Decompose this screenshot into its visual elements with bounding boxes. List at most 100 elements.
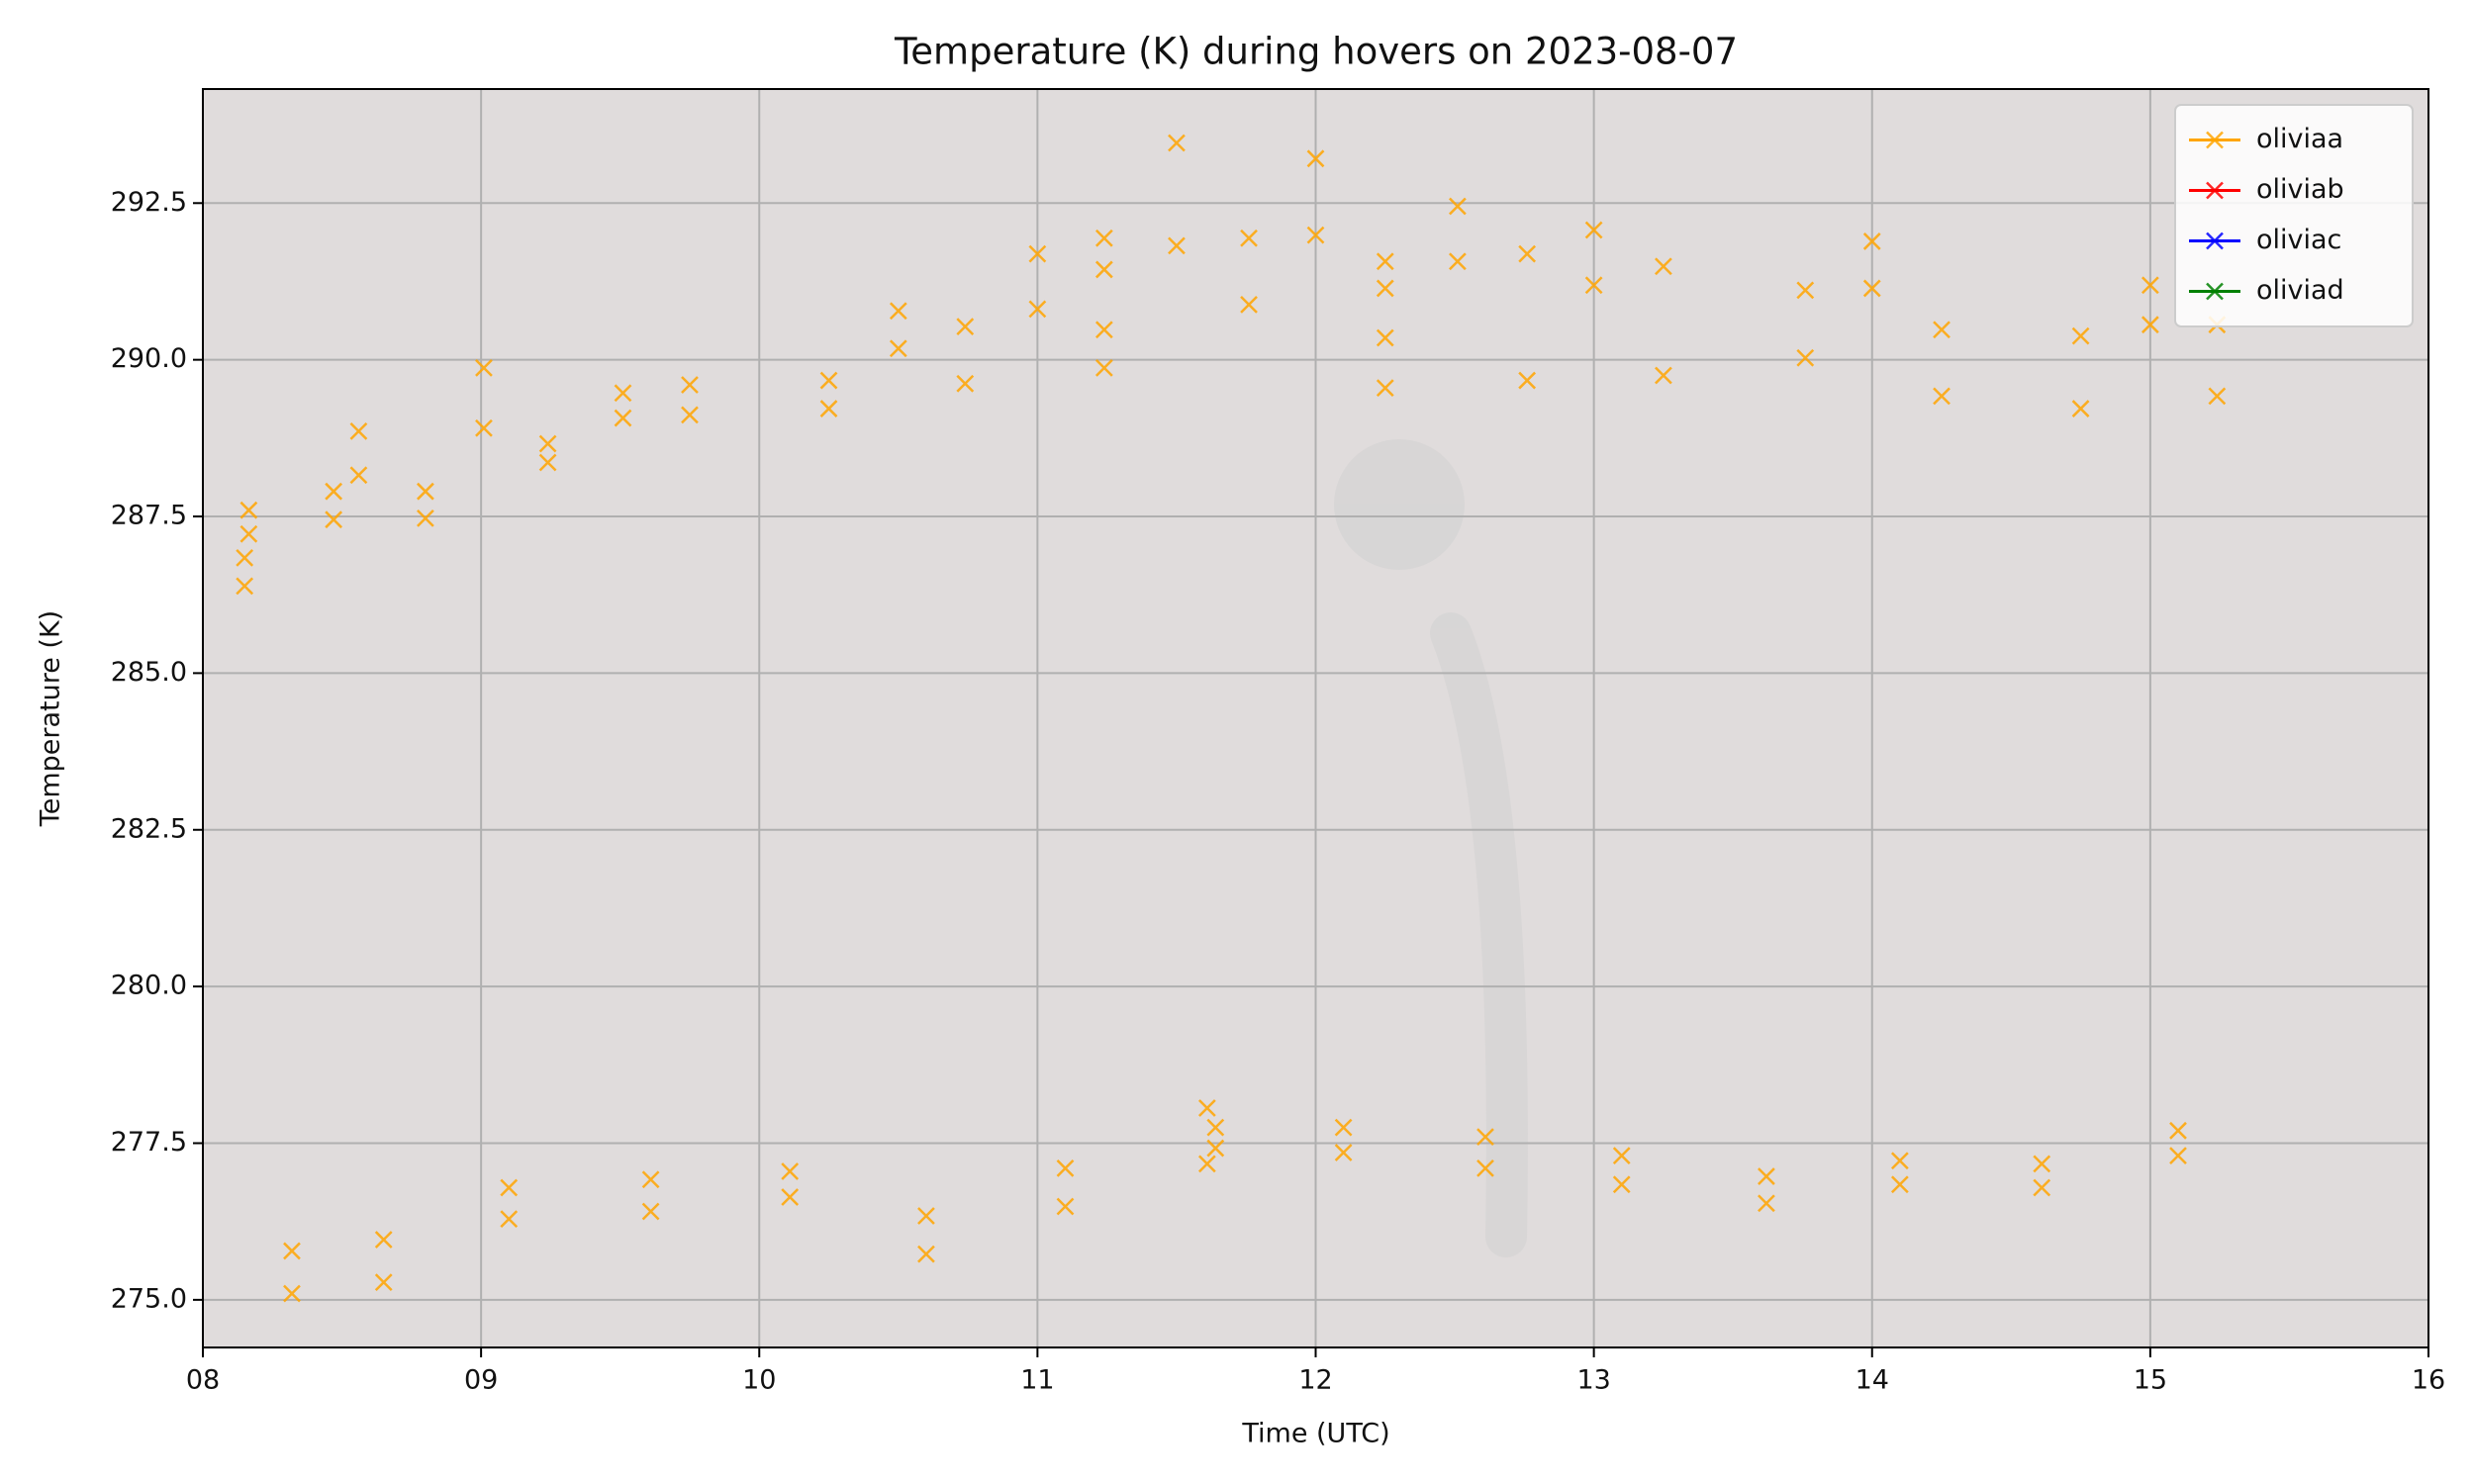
marker	[1796, 348, 1815, 367]
marker	[889, 302, 907, 321]
marker	[417, 510, 434, 527]
marker	[1056, 1159, 1075, 1177]
marker	[239, 501, 258, 519]
y-tick-label: 280.0	[111, 971, 187, 1001]
y-axis-label: Temperature (K)	[36, 610, 66, 827]
marker	[239, 524, 258, 543]
marker	[1334, 1118, 1353, 1137]
marker	[1376, 279, 1394, 298]
chart-title: Temperature (K) during hovers on 2023-08…	[894, 31, 1738, 73]
marker	[1612, 1147, 1631, 1165]
marker	[2071, 326, 2090, 345]
marker	[2208, 387, 2227, 406]
legend-label: oliviad	[2256, 275, 2344, 306]
marker	[1890, 1175, 1909, 1194]
marker	[1584, 276, 1603, 295]
marker	[2071, 400, 2090, 417]
marker	[1094, 229, 1113, 247]
marker	[2141, 316, 2159, 334]
marker	[681, 376, 699, 394]
marker	[1584, 221, 1603, 239]
marker	[781, 1188, 800, 1206]
marker	[1448, 197, 1467, 216]
marker	[1862, 232, 1881, 250]
marker	[374, 1273, 393, 1292]
marker	[283, 1242, 301, 1260]
y-tick-label: 285.0	[111, 657, 187, 688]
marker	[1518, 244, 1537, 263]
watermark-stroke	[1430, 612, 1528, 1257]
marker	[1655, 366, 1672, 385]
x-tick-label: 09	[464, 1365, 498, 1396]
marker	[475, 359, 493, 377]
marker	[1028, 300, 1047, 319]
y-tick-label: 275.0	[111, 1283, 187, 1314]
x-tick-label: 14	[1856, 1365, 1889, 1396]
marker	[374, 1231, 393, 1249]
marker	[1028, 244, 1047, 263]
legend-marker	[2206, 282, 2224, 301]
marker	[819, 371, 838, 390]
marker	[1758, 1167, 1775, 1185]
marker	[2141, 276, 2159, 295]
legend-label: oliviaa	[2256, 124, 2343, 154]
x-tick-label: 10	[742, 1365, 776, 1396]
marker	[614, 409, 632, 427]
marker	[2169, 1121, 2187, 1140]
y-tick-label: 290.0	[111, 343, 187, 374]
marker	[2033, 1178, 2051, 1197]
marker	[1206, 1139, 1225, 1158]
marker	[1933, 387, 1951, 406]
marker	[236, 577, 254, 596]
marker	[1306, 226, 1325, 244]
marker	[236, 548, 254, 567]
legend-marker	[2206, 131, 2224, 149]
marker	[1056, 1197, 1075, 1216]
marker	[349, 466, 368, 485]
marker	[417, 482, 434, 501]
marker	[1796, 281, 1815, 300]
y-tick-label: 287.5	[111, 501, 187, 531]
x-tick-label: 08	[186, 1365, 220, 1396]
marker	[1206, 1118, 1225, 1137]
marker	[1890, 1152, 1909, 1170]
marker	[1448, 252, 1467, 271]
marker	[500, 1178, 519, 1197]
marker	[1933, 321, 1951, 339]
x-tick-label: 15	[2134, 1365, 2167, 1396]
y-tick-label: 277.5	[111, 1127, 187, 1158]
marker	[681, 406, 699, 424]
marker	[1094, 260, 1113, 279]
marker	[1168, 134, 1186, 152]
marker	[1862, 279, 1881, 298]
marker	[1197, 1155, 1216, 1173]
legend-label: oliviab	[2256, 174, 2344, 205]
x-tick-label: 11	[1020, 1365, 1054, 1396]
y-tick-label: 292.5	[111, 187, 187, 218]
marker	[1376, 379, 1394, 398]
marker	[1094, 321, 1113, 339]
legend-marker	[2206, 181, 2224, 200]
marker	[641, 1170, 660, 1189]
marker	[1476, 1128, 1494, 1147]
legend-label: oliviac	[2256, 225, 2341, 255]
marker	[1306, 149, 1325, 168]
marker	[781, 1162, 800, 1180]
marker	[1197, 1099, 1216, 1117]
marker	[2033, 1155, 2051, 1173]
watermark	[1334, 439, 1528, 1257]
watermark-circle	[1334, 439, 1465, 570]
x-tick-label: 13	[1576, 1365, 1610, 1396]
marker	[917, 1245, 935, 1263]
marker	[325, 482, 343, 501]
marker	[889, 339, 907, 358]
x-tick-label: 12	[1298, 1365, 1332, 1396]
marker	[349, 421, 368, 440]
marker	[1655, 257, 1672, 276]
marker	[325, 510, 343, 529]
marker	[538, 453, 557, 472]
marker	[956, 318, 975, 335]
y-tick-label: 282.5	[111, 813, 187, 844]
